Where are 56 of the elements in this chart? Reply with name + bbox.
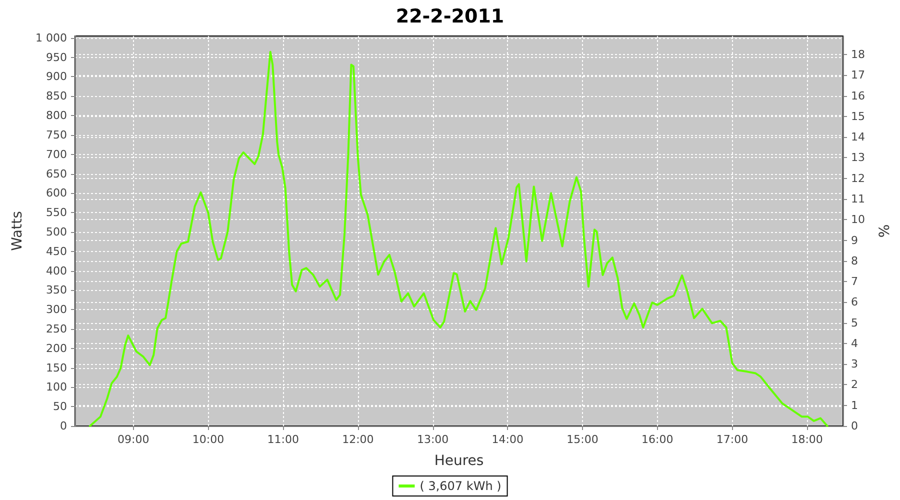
y-tick-label: 450 xyxy=(46,244,67,258)
y2-axis-title: % xyxy=(877,224,893,238)
y2-tick-label: 15 xyxy=(851,110,865,123)
chart-title: 22-2-2011 xyxy=(396,6,504,28)
y-tick-label: 200 xyxy=(46,342,67,355)
y-tick-label: 900 xyxy=(46,70,67,84)
x-tick-label: 12:00 xyxy=(342,433,374,446)
y2-tick-label: 18 xyxy=(851,48,865,62)
y-tick-label: 550 xyxy=(46,206,67,220)
y-tick-label: 600 xyxy=(46,186,67,200)
y2-tick-label: 1 xyxy=(851,398,858,412)
y2-tick-label: 11 xyxy=(851,192,865,206)
y-tick-label: 800 xyxy=(46,109,67,122)
y2-tick-label: 6 xyxy=(851,296,858,309)
y-tick-label: 0 xyxy=(60,420,67,432)
y-tick-label: 650 xyxy=(46,167,67,180)
x-tick-label: 17:00 xyxy=(716,433,748,446)
y-tick-label: 350 xyxy=(46,284,67,297)
y-tick-label: 700 xyxy=(46,148,67,161)
y-tick-label: 100 xyxy=(46,380,67,394)
x-tick-label: 09:00 xyxy=(118,433,150,446)
y2-tick-label: 2 xyxy=(851,378,858,392)
y2-tick-label: 4 xyxy=(851,336,858,350)
x-axis-title: Heures xyxy=(434,453,484,469)
y2-tick-label: 10 xyxy=(851,213,865,226)
x-tick-label: 15:00 xyxy=(566,433,598,446)
x-tick-label: 16:00 xyxy=(642,433,674,446)
y-tick-label: 400 xyxy=(46,264,67,278)
y-tick-label: 1 000 xyxy=(36,31,67,44)
y-tick-label: 50 xyxy=(53,400,67,414)
y2-tick-label: 17 xyxy=(851,68,865,82)
y2-tick-label: 5 xyxy=(851,316,858,330)
y-tick-label: 300 xyxy=(46,303,67,316)
y2-tick-label: 14 xyxy=(851,130,865,144)
y-tick-label: 150 xyxy=(46,361,67,374)
y-tick-label: 750 xyxy=(46,128,67,142)
y2-tick-label: 12 xyxy=(851,172,865,185)
y2-tick-label: 3 xyxy=(851,358,858,371)
y-tick-label: 250 xyxy=(46,322,67,336)
y-tick-label: 850 xyxy=(46,90,67,103)
legend-label: ( 3,607 kWh ) xyxy=(420,479,502,493)
y-tick-label: 950 xyxy=(46,50,67,64)
x-tick-label: 10:00 xyxy=(192,433,224,446)
y2-tick-label: 9 xyxy=(851,234,858,247)
y2-tick-label: 8 xyxy=(851,254,858,268)
x-tick-label: 14:00 xyxy=(492,433,524,446)
x-tick-label: 18:00 xyxy=(791,433,823,446)
y2-tick-label: 7 xyxy=(851,275,858,288)
y2-tick-label: 13 xyxy=(851,151,865,164)
x-tick-label: 11:00 xyxy=(267,433,299,446)
y-axis-title: Watts xyxy=(10,211,26,251)
y2-tick-label: 16 xyxy=(851,89,865,102)
y-tick-label: 500 xyxy=(46,225,67,238)
line-series xyxy=(88,50,828,427)
y2-tick-label: 0 xyxy=(851,420,858,432)
x-tick-label: 13:00 xyxy=(416,433,449,446)
